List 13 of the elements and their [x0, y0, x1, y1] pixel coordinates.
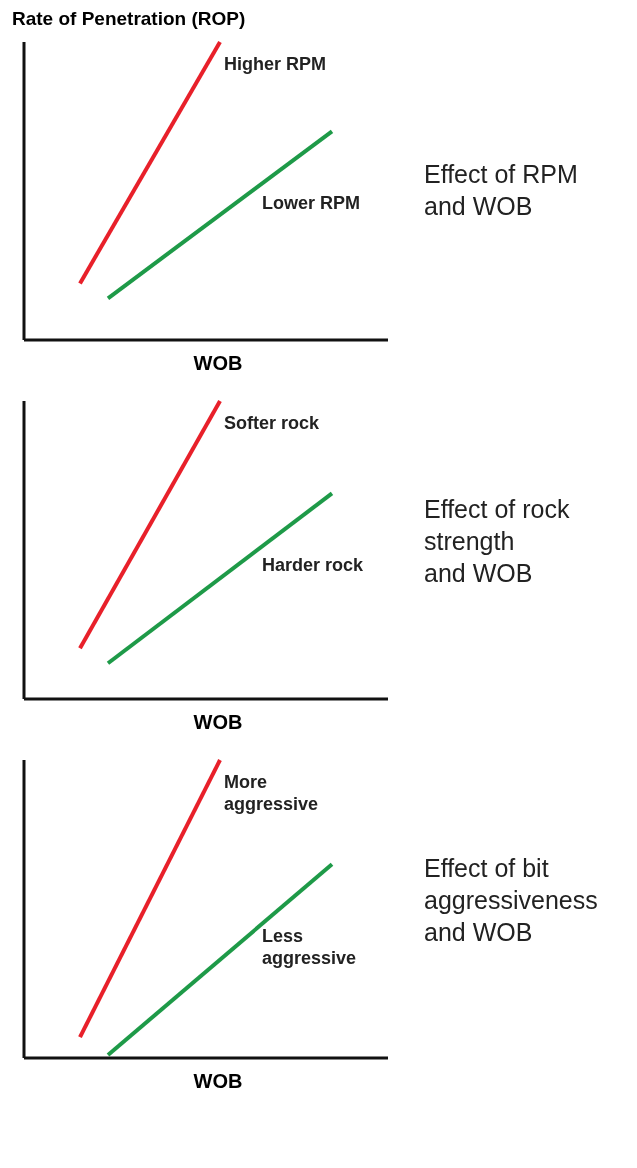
series-label: Harder rock: [262, 555, 365, 576]
series-label: Less aggressive: [262, 926, 357, 969]
series-label: Lower RPM: [262, 193, 361, 214]
text: Effect of bit aggressiveness and WOB: [424, 853, 598, 948]
text: Effect of RPM and WOB: [424, 159, 578, 222]
x-axis-title: WOB: [192, 711, 244, 734]
series-label: Softer rock: [224, 413, 321, 433]
x-axis-title: WOB: [192, 1070, 244, 1093]
chart-title: Rate of Penetration (ROP): [12, 8, 247, 31]
series-label: Higher RPM: [224, 54, 327, 74]
series-label: More aggressive: [224, 772, 319, 814]
text: Effect of rock strength and WOB: [424, 494, 570, 589]
x-axis-title: WOB: [192, 352, 244, 375]
